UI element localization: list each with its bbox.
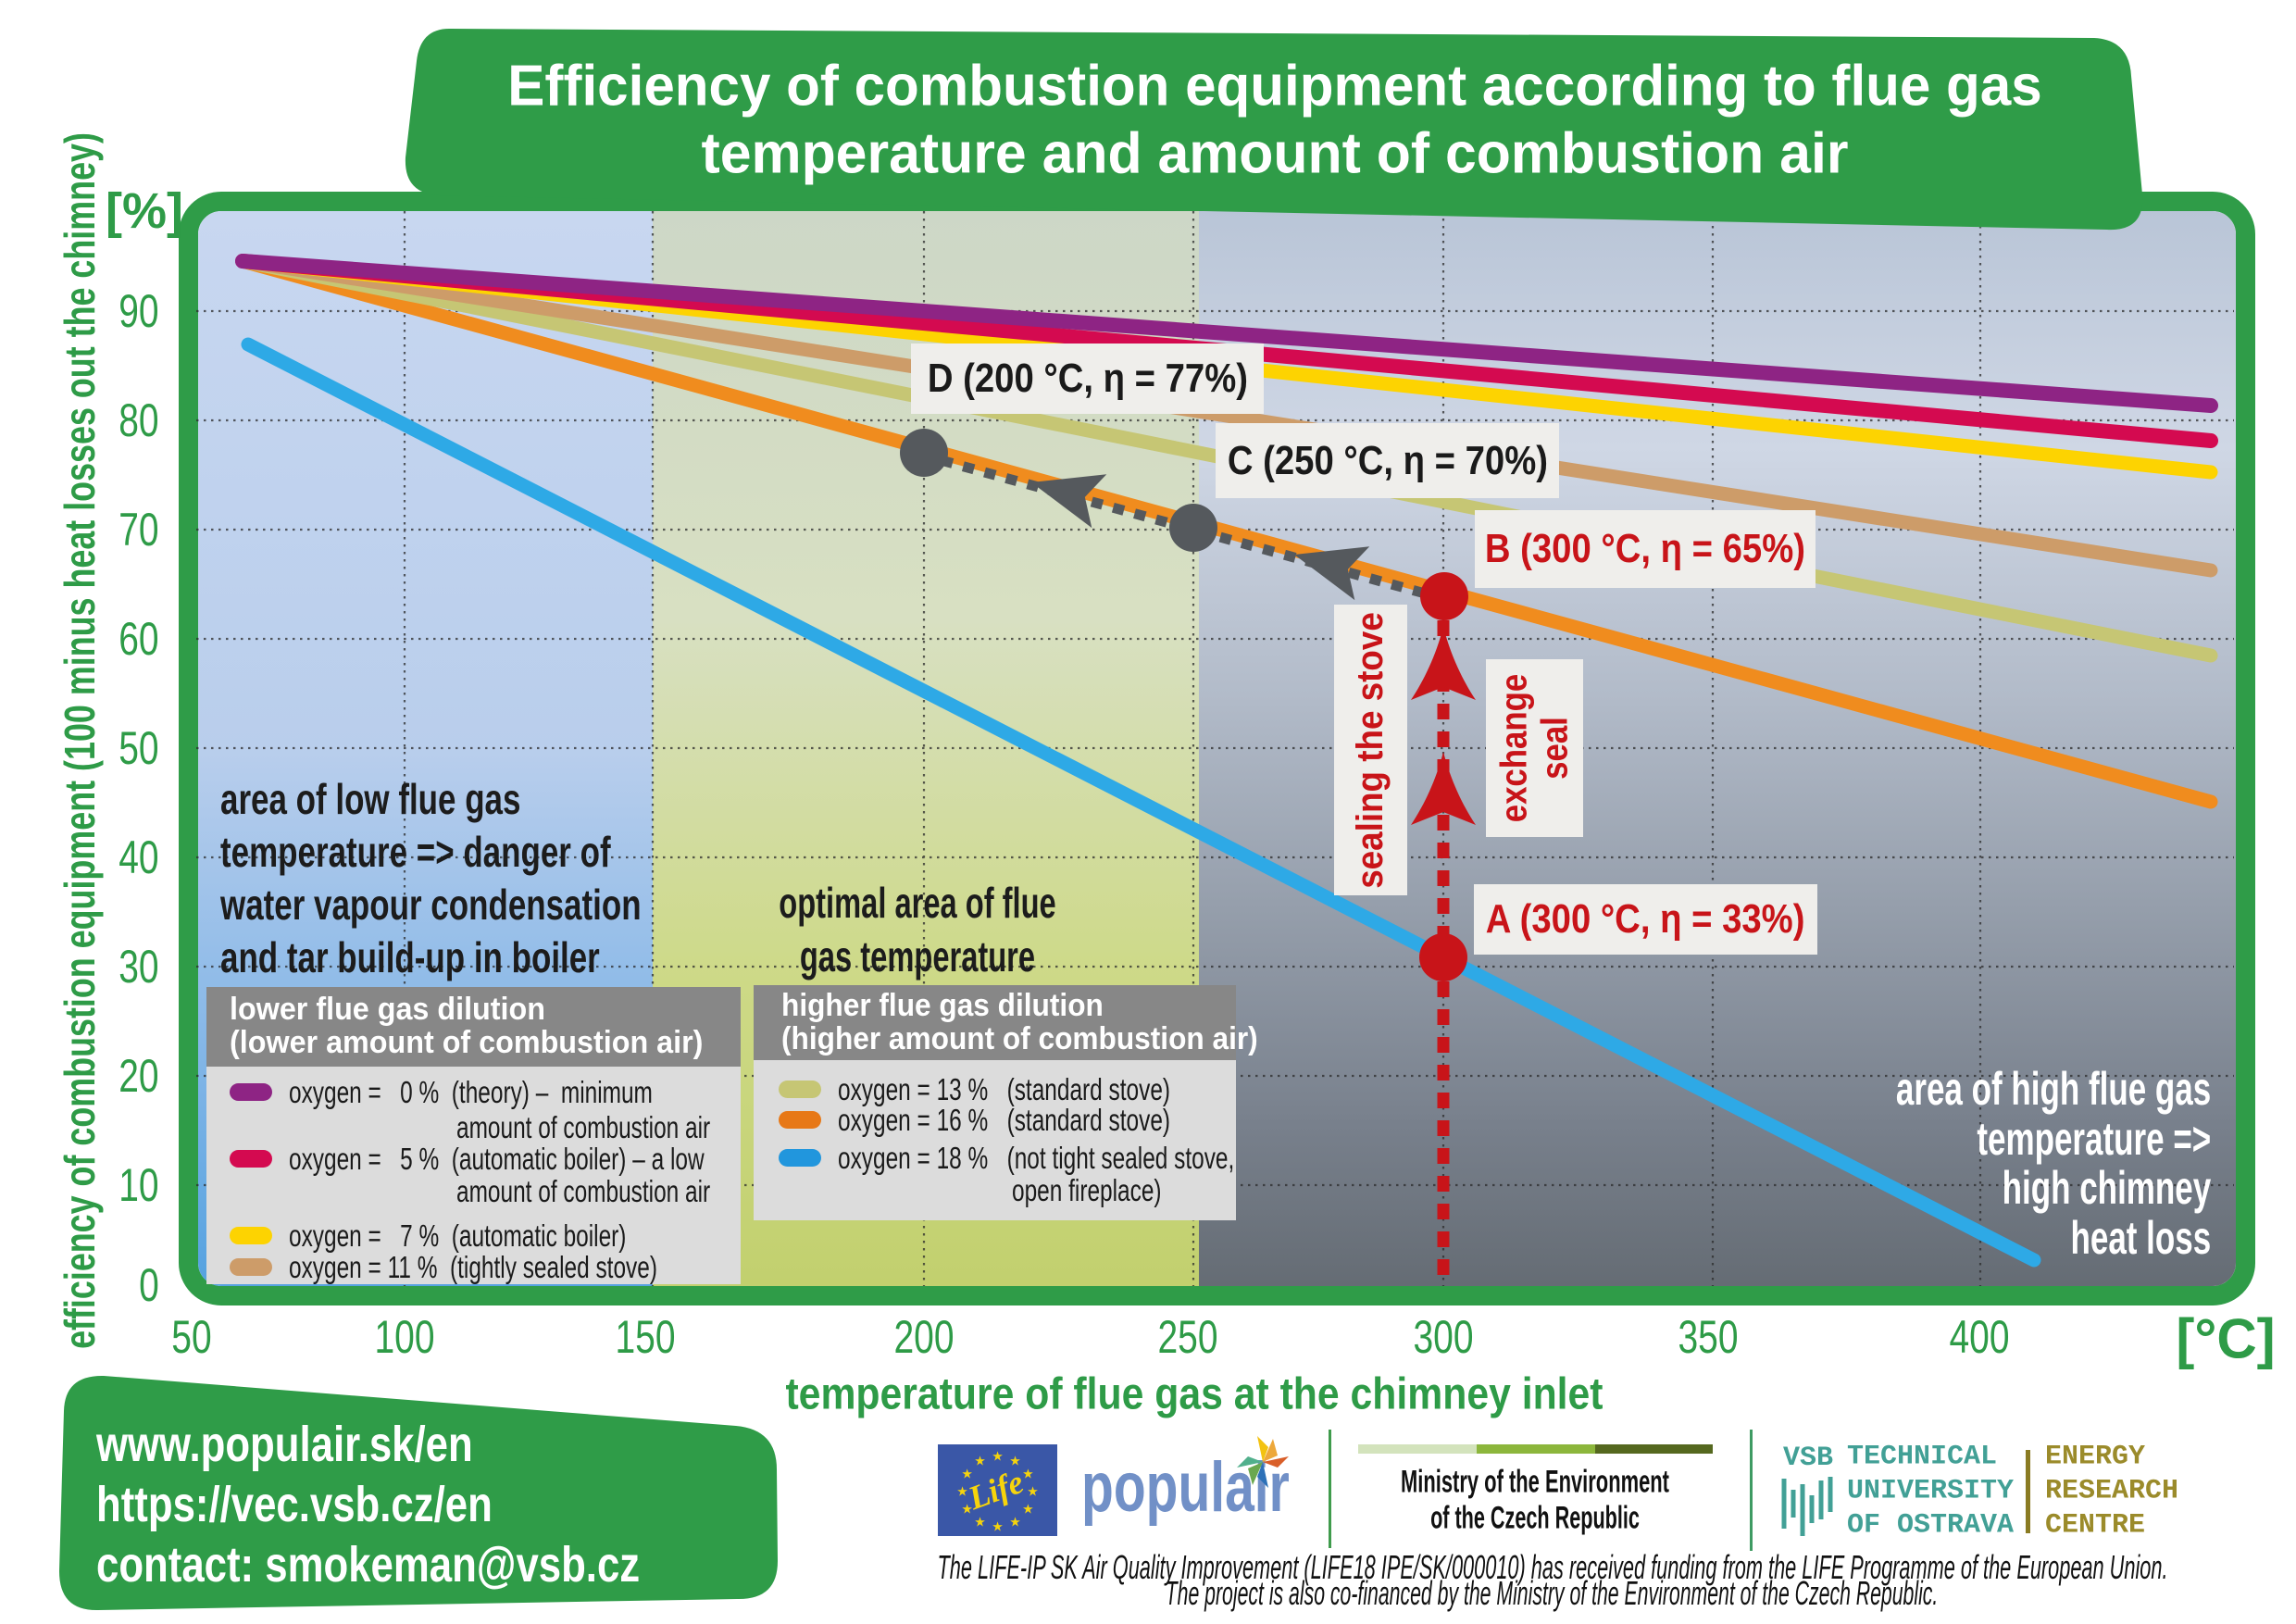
svg-text:★: ★ [974, 1454, 986, 1468]
svg-text:★: ★ [961, 1467, 973, 1481]
svg-text:★: ★ [1022, 1502, 1034, 1517]
svg-text:★: ★ [956, 1484, 968, 1499]
svg-text:★: ★ [1022, 1467, 1034, 1481]
svg-text:★: ★ [1009, 1454, 1021, 1468]
svg-text:★: ★ [961, 1502, 973, 1517]
svg-text:★: ★ [974, 1514, 986, 1529]
svg-text:★: ★ [992, 1449, 1004, 1464]
svg-text:★: ★ [1027, 1484, 1039, 1499]
svg-text:★: ★ [992, 1519, 1004, 1534]
svg-text:★: ★ [1009, 1514, 1021, 1529]
